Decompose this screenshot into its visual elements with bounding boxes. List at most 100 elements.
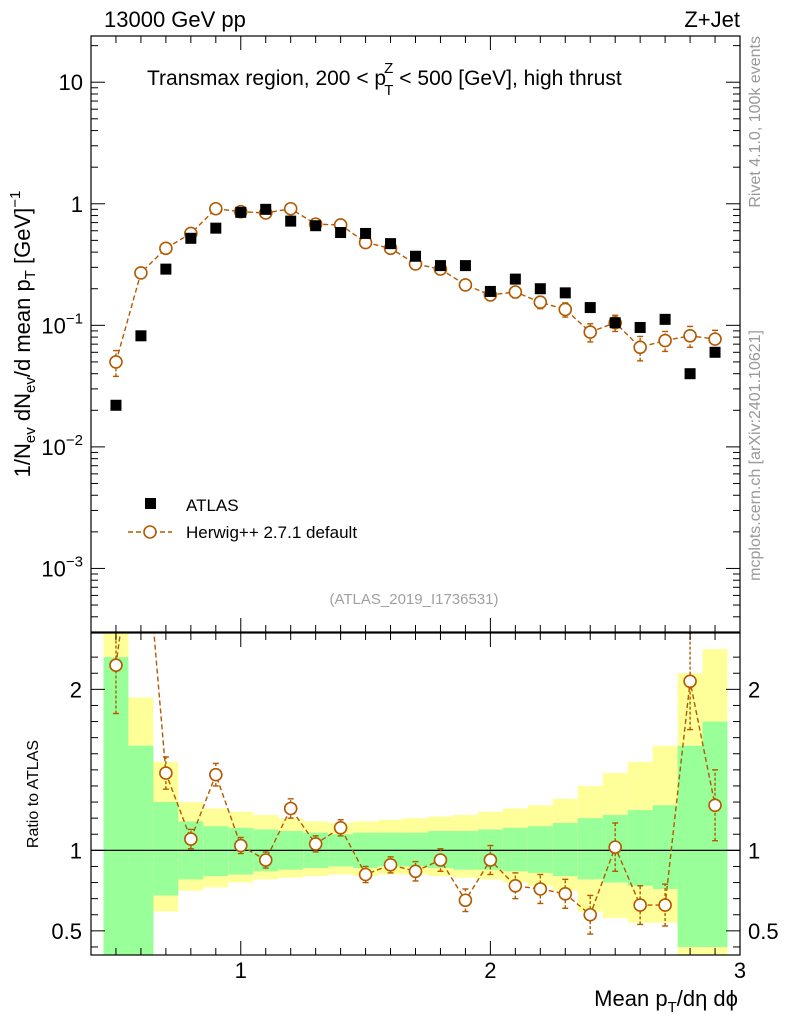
ratio-series-group: [91, 474, 740, 955]
ratio-band-inner: [652, 805, 678, 889]
mc-point: [134, 266, 148, 280]
data-point: [110, 399, 122, 411]
data-point: [210, 222, 222, 234]
ratio-mc-point: [283, 801, 298, 816]
legend-label-mc: Herwig++ 2.7.1 default: [186, 523, 357, 542]
data-point: [310, 220, 322, 232]
data-point: [534, 283, 546, 295]
main-ylabel: 1/Nev dNev/d mean pT [GeV]−1: [7, 191, 39, 478]
ratio-ytick-label-left: 1: [70, 838, 82, 863]
ratio-mc-point: [658, 898, 672, 912]
data-point: [410, 250, 421, 262]
mc-point: [458, 278, 473, 292]
mc-point: [533, 295, 548, 309]
data-point: [709, 346, 721, 358]
main-ytick-label-10: 10: [59, 70, 83, 95]
ratio-mc-point: [135, 474, 147, 486]
legend-marker-mc: [143, 525, 157, 539]
main-ytick-label-0.001: 10−3: [41, 553, 83, 581]
ratio-band-inner: [403, 832, 428, 867]
ratio-mc-point: [184, 832, 198, 846]
ratio-band-inner: [153, 802, 179, 896]
ratio-panel: 0.5 0.5 1 1 2 2 1 2 3 Ratio to ATLAS Mean pT/dη dϕ: [25, 474, 779, 1016]
ratio-mc-point: [308, 837, 323, 851]
main-ytick-label-1: 1: [71, 192, 83, 217]
mc-point: [583, 325, 598, 339]
data-point: [160, 263, 172, 275]
ratio-ytick-label-right: 1: [748, 838, 760, 863]
ratio-ytick-label-left: 0.5: [51, 919, 82, 944]
ratio-ytick-label-right: 0.5: [748, 919, 779, 944]
rivet-label: Rivet 4.1.0, 100k events: [747, 36, 764, 208]
data-point: [609, 317, 621, 329]
x-axis-label: Mean pT/dη dϕ: [594, 986, 738, 1016]
ratio-mc-point: [533, 882, 548, 896]
mc-point: [159, 241, 173, 256]
data-point: [434, 260, 446, 272]
data-point: [135, 330, 147, 342]
ratio-band-inner: [677, 745, 703, 947]
ratio-band-inner: [502, 827, 528, 872]
mc-point: [708, 332, 722, 346]
legend-label-atlas: ATLAS: [186, 496, 239, 515]
mc-point: [209, 201, 223, 216]
ratio-band-inner: [552, 822, 578, 877]
legend-marker-atlas: [145, 498, 156, 509]
main-ytick-label-0.1: 10−1: [41, 310, 83, 338]
header-left: 13000 GeV pp: [104, 7, 246, 32]
mc-point: [658, 333, 672, 348]
ratio-mc-point: [683, 674, 697, 689]
data-point: [559, 287, 571, 299]
xtick-label: 3: [734, 958, 746, 983]
data-point: [385, 238, 397, 250]
mc-point: [683, 329, 697, 343]
ratio-band-inner: [627, 810, 653, 886]
ratio-frame: [90, 632, 741, 956]
mc-point: [109, 355, 123, 369]
main-series-group: [109, 201, 722, 411]
data-point: [509, 273, 521, 285]
ratio-mc-point: [408, 864, 423, 879]
mcplots-label: mcplots.cern.ch [arXiv:2401.10621]: [747, 330, 764, 581]
main-ytick-label-0.01: 10−2: [41, 432, 83, 460]
data-point: [185, 232, 197, 244]
ratio-mc-point: [209, 767, 223, 782]
ratio-mc-point: [708, 798, 722, 813]
data-point: [584, 302, 596, 314]
ratio-band-inner: [203, 826, 229, 877]
ratio-mc-point: [383, 858, 398, 872]
data-point: [684, 368, 696, 380]
data-point: [285, 215, 297, 227]
mc-line: [115, 208, 716, 363]
mc-point: [508, 285, 523, 299]
ratio-mc-point: [558, 887, 573, 901]
ratio-ytick-label-left: 2: [70, 677, 82, 702]
data-point: [335, 227, 347, 239]
ratio-mc-point: [358, 867, 373, 882]
ratio-mc-point: [508, 878, 523, 893]
ratio-mc-point: [483, 853, 498, 867]
ratio-mc-point: [458, 893, 473, 908]
header-right: Z+Jet: [684, 7, 740, 32]
chart-title: Transmax region, 200 < pZ T < 500 [GeV], …: [147, 60, 622, 99]
data-point: [634, 321, 646, 333]
mc-point: [283, 201, 298, 216]
data-point: [360, 227, 372, 239]
main-frame: [90, 35, 741, 633]
data-point: [459, 260, 471, 272]
ratio-mc-point: [433, 853, 448, 867]
main-panel: 10 1 10−1 10−2 10−3 1/Nev dNev/d mean pT [GeV…: [7, 35, 741, 633]
xtick-label: 2: [484, 958, 496, 983]
ratio-ylabel: Ratio to ATLAS: [25, 740, 42, 848]
ratio-mc-point: [583, 907, 598, 922]
ratio-mc-point: [109, 658, 123, 673]
ratio-mc-point: [233, 838, 248, 853]
watermark: (ATLAS_2019_I1736531): [329, 591, 498, 608]
ratio-mc-point: [333, 821, 348, 835]
mc-point: [558, 302, 573, 317]
xtick-label: 1: [235, 958, 247, 983]
ratio-mc-point: [258, 853, 273, 867]
ratio-mc-point: [633, 898, 647, 912]
mc-point: [633, 340, 647, 355]
